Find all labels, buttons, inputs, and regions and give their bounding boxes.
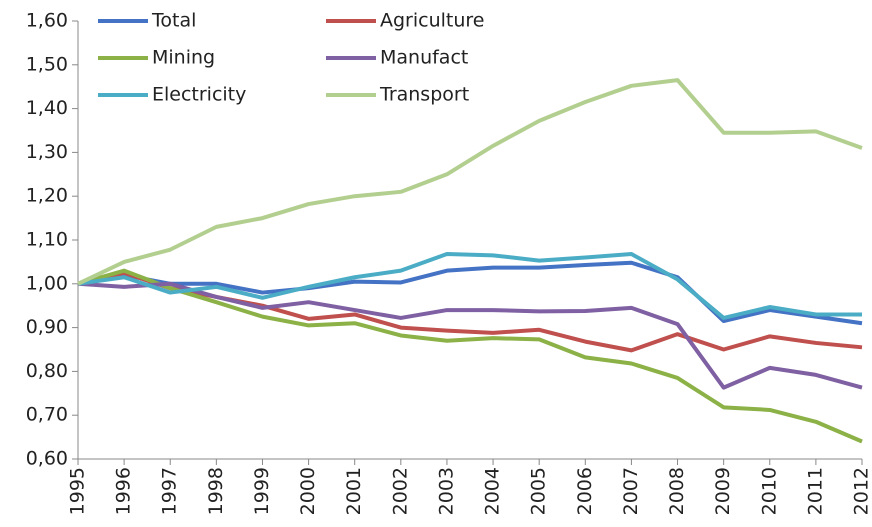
x-tick-label: 2004: [482, 467, 504, 515]
y-tick-label: 0,60: [26, 448, 68, 470]
y-tick-label: 0,70: [26, 404, 68, 426]
y-tick-label: 1,50: [26, 53, 68, 75]
line-series: [77, 78, 863, 286]
y-tick-label: 1,00: [26, 272, 68, 294]
y-tick-label: 1,30: [26, 141, 68, 163]
line-series: [77, 268, 863, 444]
x-tick-label: 2010: [758, 467, 780, 515]
x-tick-label: 2007: [620, 467, 642, 515]
y-tick-label: 1,10: [26, 229, 68, 251]
x-tick-label: 2009: [712, 467, 734, 515]
x-tick-label: 2001: [343, 467, 365, 515]
x-tick-label: 1997: [159, 467, 181, 515]
x-tick-label: 2005: [528, 467, 550, 515]
legend-label: Transport: [379, 84, 469, 106]
line-series: [77, 281, 863, 390]
y-tick-label: 0,90: [26, 316, 68, 338]
x-tick-label: 2002: [389, 467, 411, 515]
legend-label: Agriculture: [380, 10, 485, 32]
line-series: [77, 260, 863, 326]
legend-label: Electricity: [152, 84, 246, 106]
y-tick-label: 1,20: [26, 185, 68, 207]
x-tick-label: 2000: [297, 467, 319, 515]
x-tick-label: 2003: [435, 467, 457, 515]
x-tick-label: 2011: [804, 467, 826, 515]
x-tick-label: 1998: [205, 467, 227, 515]
line-series: [77, 252, 862, 320]
x-tick-label: 2006: [574, 467, 596, 515]
x-tick-label: 1996: [113, 467, 135, 515]
y-tick-label: 0,80: [26, 360, 68, 382]
legend-label: Manufact: [380, 47, 468, 69]
y-tick-label: 1,60: [26, 10, 68, 32]
x-tick-label: 2008: [666, 467, 688, 515]
x-tick-label: 2012: [851, 467, 872, 515]
legend-label: Total: [151, 10, 196, 32]
y-tick-label: 1,40: [26, 97, 68, 119]
x-tick-label: 1999: [251, 467, 273, 515]
x-tick-label: 1995: [67, 467, 89, 515]
legend-label: Mining: [152, 47, 215, 69]
